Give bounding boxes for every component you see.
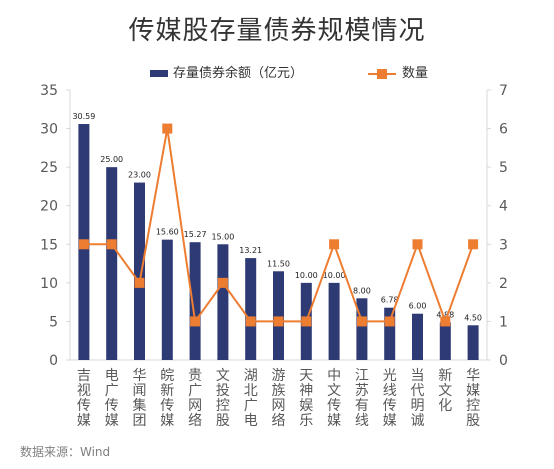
bar-data-label: 25.00	[100, 155, 123, 164]
category-tick-label: 湖北广电	[244, 368, 258, 429]
count-point-marker	[134, 277, 145, 288]
count-point-marker	[384, 316, 395, 327]
right-axis-tick-label: 4	[499, 199, 508, 215]
chart-title: 传媒股存量债券规模情况	[128, 16, 426, 46]
count-point-marker	[78, 239, 89, 250]
bar-data-label: 4.50	[464, 313, 482, 322]
left-axis-tick-label: 30	[40, 122, 58, 138]
count-point-marker	[106, 239, 117, 250]
bar	[245, 258, 257, 360]
count-point-marker	[190, 316, 201, 327]
legend-item-count: 数量	[368, 64, 428, 84]
category-tick-label: 华媒控股	[466, 368, 480, 429]
bar-data-label: 6.00	[409, 302, 427, 311]
bar	[412, 313, 423, 360]
legend-label-balance: 存量债券余额（亿元）	[173, 66, 304, 81]
count-point-marker	[329, 239, 340, 250]
bar-data-label: 4.88	[436, 310, 454, 319]
legend-swatch-bar	[150, 70, 168, 77]
right-axis-tick-label: 7	[499, 83, 508, 99]
bar	[134, 182, 145, 360]
category-tick-label: 天神娱乐	[299, 368, 313, 429]
left-axis-tick-label: 10	[40, 276, 58, 292]
left-axis-tick-label: 35	[40, 83, 58, 99]
bar	[189, 242, 201, 360]
count-point-marker	[273, 316, 284, 327]
left-axis-tick-label: 15	[40, 237, 58, 253]
bar	[217, 244, 229, 360]
category-tick-label: 皖新传媒	[160, 368, 174, 429]
right-axis-tick-label: 0	[499, 353, 508, 369]
right-axis-tick-label: 2	[499, 276, 508, 292]
count-point-marker	[468, 239, 479, 250]
category-tick-label: 游族网络	[272, 368, 286, 429]
right-axis-tick-label: 6	[499, 122, 508, 138]
legend: 存量债券余额（亿元） 数量	[0, 64, 554, 84]
right-axis-tick-label: 5	[499, 160, 508, 176]
bar	[161, 239, 173, 360]
bar	[273, 271, 284, 360]
category-tick-label: 文投控股	[216, 368, 230, 429]
left-axis-tick-label: 5	[49, 314, 58, 330]
legend-swatch-line	[368, 68, 396, 79]
data-source-note: 数据来源：Wind	[20, 445, 111, 459]
bar-data-label: 10.00	[295, 271, 318, 280]
bar	[384, 307, 396, 360]
count-point-marker	[440, 316, 451, 327]
bar-data-label: 23.00	[128, 171, 151, 180]
bar-data-label: 15.00	[211, 232, 234, 241]
right-axis-tick-label: 1	[499, 314, 508, 330]
bar-data-label: 8.00	[353, 286, 371, 295]
category-tick-label: 光线传媒	[383, 368, 397, 429]
bar	[106, 167, 118, 360]
bar-data-label: 15.27	[184, 230, 207, 239]
category-tick-label: 华闻集团	[133, 368, 147, 429]
category-tick-label: 新文化	[438, 368, 452, 414]
bar	[328, 282, 340, 360]
category-tick-label: 中文传媒	[327, 368, 341, 429]
bar-data-label: 13.21	[239, 246, 262, 255]
bar-data-label: 6.78	[381, 296, 399, 305]
bar-data-label: 30.59	[72, 112, 95, 121]
category-tick-label: 贵广网络	[188, 368, 202, 429]
count-point-marker	[301, 316, 312, 327]
bar	[356, 298, 368, 360]
legend-label-count: 数量	[402, 66, 429, 81]
left-axis-tick-label: 25	[40, 160, 58, 176]
category-tick-label: 电广传媒	[105, 368, 119, 429]
category-tick-label: 当代明诚	[411, 368, 425, 429]
right-axis-tick-label: 3	[499, 237, 508, 253]
count-point-marker	[162, 123, 173, 134]
bar	[467, 325, 479, 360]
count-point-marker	[217, 277, 228, 288]
bar	[439, 322, 451, 360]
category-tick-label: 吉视传媒	[77, 368, 91, 429]
count-point-marker	[356, 316, 367, 327]
count-point-marker	[412, 239, 423, 250]
bar-data-label: 10.00	[323, 271, 346, 280]
left-axis-tick-label: 20	[40, 199, 58, 215]
bar-data-label: 11.50	[267, 259, 290, 268]
left-axis-tick-label: 0	[49, 353, 58, 369]
legend-item-balance: 存量债券余额（亿元）	[150, 64, 303, 84]
count-point-marker	[245, 316, 256, 327]
category-tick-label: 江苏有线	[355, 368, 369, 429]
bar-data-label: 15.60	[156, 228, 179, 237]
